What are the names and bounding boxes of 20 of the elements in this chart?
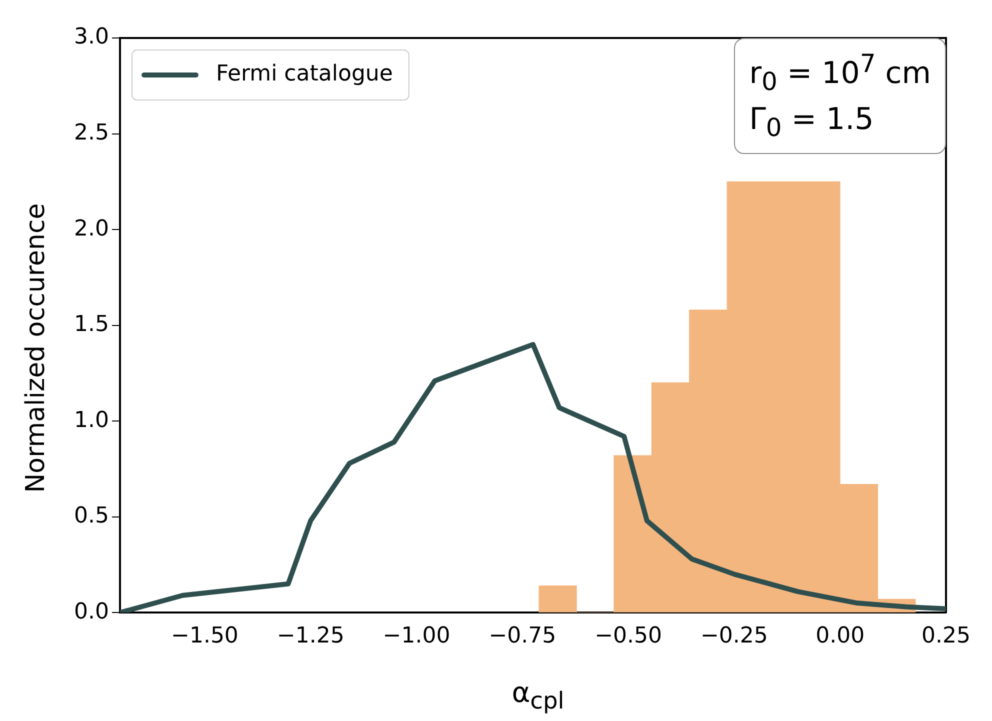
x-tick-label: −1.00 <box>382 624 450 649</box>
y-tick-label: 0.0 <box>74 599 109 624</box>
x-tick-label: −1.50 <box>171 624 238 649</box>
annotation: r$_{0}$ = 10$^{7}$ cm <box>749 48 931 98</box>
y-tick-label: 0.5 <box>74 504 109 529</box>
y-tick-label: 1.0 <box>74 408 109 433</box>
x-tick-label: 0.25 <box>922 624 970 649</box>
y-tick-label: 2.0 <box>74 216 109 242</box>
legend-label: Fermi catalogue <box>216 62 393 87</box>
x-tick-label: −0.50 <box>594 624 662 649</box>
x-tick-label: 0.00 <box>816 624 865 649</box>
x-tick-label: −1.25 <box>276 624 344 649</box>
x-axis-title: α$_{cpl}$ <box>512 676 564 715</box>
y-axis-title: Normalized occurence <box>21 203 51 493</box>
annotation: Γ$_{0}$ = 1.5 <box>749 101 875 144</box>
x-tick-label: −0.75 <box>488 624 556 649</box>
y-tick-label: 3.0 <box>74 24 109 50</box>
x-tick-label: −0.25 <box>700 624 768 649</box>
y-tick-label: 2.5 <box>74 120 109 146</box>
y-tick-label: 1.5 <box>74 312 109 338</box>
